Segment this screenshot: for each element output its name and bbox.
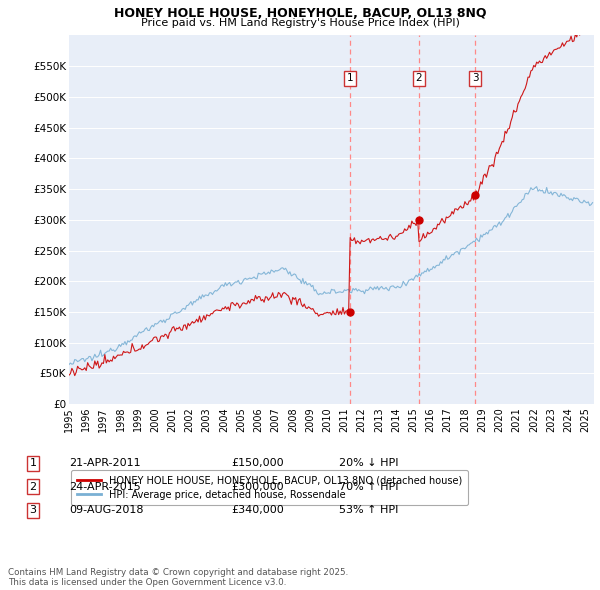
Text: 1: 1 [346,73,353,83]
Text: Contains HM Land Registry data © Crown copyright and database right 2025.
This d: Contains HM Land Registry data © Crown c… [8,568,348,587]
Text: 21-APR-2011: 21-APR-2011 [69,458,140,468]
Text: Price paid vs. HM Land Registry's House Price Index (HPI): Price paid vs. HM Land Registry's House … [140,18,460,28]
Text: 20% ↓ HPI: 20% ↓ HPI [339,458,398,468]
Text: 70% ↑ HPI: 70% ↑ HPI [339,482,398,491]
Text: 3: 3 [472,73,479,83]
Text: 09-AUG-2018: 09-AUG-2018 [69,506,143,515]
Text: 2: 2 [415,73,422,83]
Text: HONEY HOLE HOUSE, HONEYHOLE, BACUP, OL13 8NQ: HONEY HOLE HOUSE, HONEYHOLE, BACUP, OL13… [114,7,486,20]
Text: £150,000: £150,000 [231,458,284,468]
Text: 1: 1 [29,458,37,468]
Text: 24-APR-2015: 24-APR-2015 [69,482,141,491]
Text: £340,000: £340,000 [231,506,284,515]
Text: 53% ↑ HPI: 53% ↑ HPI [339,506,398,515]
Legend: HONEY HOLE HOUSE, HONEYHOLE, BACUP, OL13 8NQ (detached house), HPI: Average pric: HONEY HOLE HOUSE, HONEYHOLE, BACUP, OL13… [71,470,468,506]
Text: 3: 3 [29,506,37,515]
Text: 2: 2 [29,482,37,491]
Text: £300,000: £300,000 [231,482,284,491]
